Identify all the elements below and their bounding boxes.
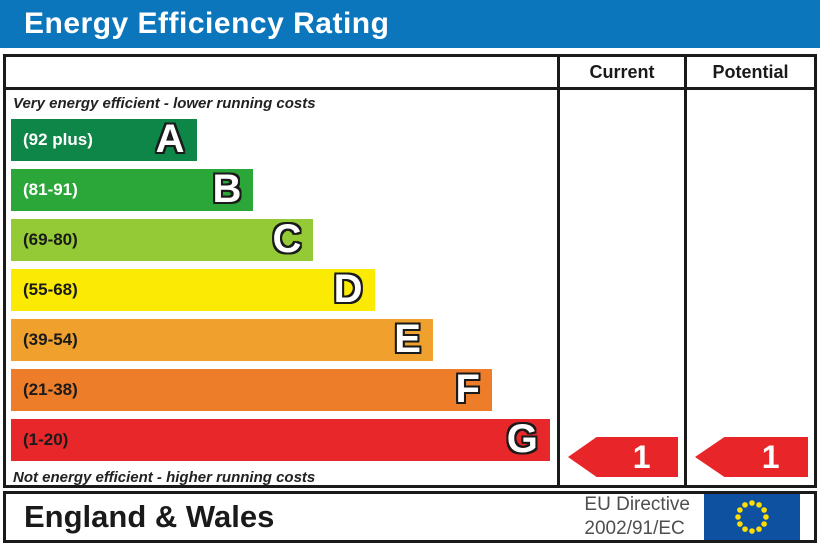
potential-rating-arrow-icon: 1 <box>695 437 808 477</box>
eu-directive-line1: EU Directive <box>584 494 690 516</box>
eu-directive-line2: 2002/91/EC <box>584 518 685 539</box>
footer-bar: England & Wales EU Directive 2002/91/EC <box>3 491 817 543</box>
potential-rating-value: 1 <box>761 439 780 475</box>
band-row-g: (1-20) G <box>11 419 552 461</box>
band-letter-f: F <box>455 367 480 412</box>
band-list: (92 plus) A (81-91) B (69-80) C <box>11 119 552 461</box>
band-bar-a: (92 plus) A <box>11 119 197 161</box>
chart-title: Energy Efficiency Rating <box>24 7 390 40</box>
region-label: England & Wales <box>24 499 275 534</box>
band-letter-c: C <box>272 217 302 262</box>
band-row-a: (92 plus) A <box>11 119 552 161</box>
band-range-label-g: (1-20) <box>23 430 69 449</box>
eu-flag-icon <box>704 494 800 540</box>
band-bar-b: (81-91) B <box>11 167 254 212</box>
header-spacer-cell <box>6 57 557 90</box>
rating-table: Current Potential Very energy efficient … <box>3 54 817 488</box>
band-row-f: (21-38) F <box>11 369 552 411</box>
current-rating-arrow-icon: 1 <box>568 437 678 477</box>
band-bar-g: (1-20) G <box>11 419 550 461</box>
band-bar-c: (69-80) C <box>11 217 314 262</box>
band-row-b: (81-91) B <box>11 169 552 211</box>
top-caption: Very energy efficient - lower running co… <box>13 95 316 112</box>
band-letter-e: E <box>394 317 421 362</box>
current-rating-value: 1 <box>632 439 651 475</box>
band-chart-area: Very energy efficient - lower running co… <box>6 90 557 485</box>
band-letter-b: B <box>212 167 242 212</box>
band-letter-d: D <box>333 267 363 312</box>
band-range-label-b: (81-91) <box>23 180 78 199</box>
band-letter-a: A <box>155 117 185 162</box>
band-row-e: (39-54) E <box>11 319 552 361</box>
band-bar-f: (21-38) F <box>11 369 492 411</box>
current-column-header: Current <box>557 57 684 90</box>
bottom-caption: Not energy efficient - higher running co… <box>13 469 316 485</box>
chart-title-bar: Energy Efficiency Rating <box>0 0 820 48</box>
current-label: Current <box>589 61 655 82</box>
band-bar-e: (39-54) E <box>11 319 433 361</box>
current-rating-cell: 1 <box>557 90 684 485</box>
band-bar-d: (55-68) D <box>11 269 375 311</box>
potential-label: Potential <box>712 61 789 82</box>
band-range-label-e: (39-54) <box>23 330 78 349</box>
band-range-label-c: (69-80) <box>23 230 78 249</box>
band-row-c: (69-80) C <box>11 219 552 261</box>
potential-column-header: Potential <box>684 57 814 90</box>
band-range-label-a: (92 plus) <box>23 130 93 149</box>
band-range-label-d: (55-68) <box>23 280 78 299</box>
band-range-label-f: (21-38) <box>23 380 78 399</box>
eu-directive-text: EU Directive 2002/91/EC <box>584 493 690 541</box>
potential-rating-cell: 1 <box>684 90 814 485</box>
band-letter-g: G <box>506 417 538 462</box>
band-row-d: (55-68) D <box>11 269 552 311</box>
